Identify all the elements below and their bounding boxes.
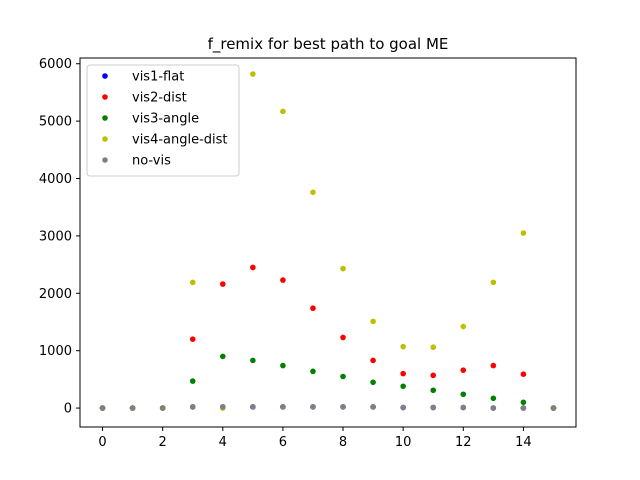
data-point	[430, 387, 437, 394]
data-point	[189, 378, 196, 384]
data-point	[189, 404, 196, 410]
legend-marker	[102, 94, 108, 100]
data-point	[280, 362, 286, 369]
x-tick-label: 12	[455, 435, 472, 450]
data-point	[219, 404, 226, 410]
data-point	[99, 405, 106, 411]
data-point	[219, 281, 226, 287]
series-no-vis	[99, 404, 557, 411]
x-tick-label: 10	[395, 435, 412, 450]
data-point	[430, 372, 437, 379]
chart-title: f_remix for best path to goal ME	[208, 35, 449, 54]
data-point	[490, 405, 497, 411]
legend-marker	[102, 115, 108, 121]
legend-marker	[102, 136, 108, 142]
data-point	[250, 264, 256, 271]
legend-box	[86, 64, 240, 177]
data-point	[400, 370, 406, 377]
legend-marker	[102, 73, 108, 79]
data-point	[280, 108, 286, 115]
data-point	[460, 367, 467, 373]
legend-label: vis1-flat	[132, 70, 184, 85]
data-point	[370, 357, 376, 364]
data-point	[250, 357, 256, 364]
y-tick-label: 5000	[39, 115, 72, 130]
data-point	[310, 368, 316, 375]
data-point	[550, 405, 557, 411]
data-point	[490, 279, 497, 286]
data-point	[520, 230, 527, 236]
legend-label: vis4-angle-dist	[132, 133, 228, 148]
data-point	[370, 404, 376, 410]
data-point	[460, 404, 467, 411]
data-point	[430, 344, 437, 351]
data-point	[400, 383, 406, 390]
data-point	[310, 305, 316, 312]
x-tick-label: 2	[159, 435, 167, 450]
data-point	[460, 391, 467, 398]
data-point	[129, 405, 136, 411]
data-point	[219, 353, 226, 360]
legend-marker	[102, 157, 108, 163]
legend-label: no-vis	[132, 154, 171, 169]
data-point	[189, 336, 196, 342]
y-tick-label: 4000	[39, 172, 72, 187]
data-point	[340, 373, 346, 380]
data-point	[189, 279, 196, 286]
data-point	[310, 404, 316, 410]
plot-layer: 0 2 4 6 8 10 12 14 0 1000 2000 3000 4000 5000 6000 vis1…	[39, 57, 577, 450]
axes-frame	[79, 57, 577, 428]
y-tick-label: 3000	[39, 229, 72, 244]
data-point	[250, 71, 256, 77]
data-point	[250, 404, 256, 410]
x-tick-label: 0	[98, 435, 106, 450]
data-point	[340, 334, 346, 341]
x-tick-label: 14	[515, 435, 532, 450]
data-point	[400, 404, 406, 411]
data-point	[280, 277, 286, 283]
y-tick-label: 6000	[39, 57, 72, 72]
y-tick-label: 1000	[39, 344, 72, 359]
data-point	[280, 404, 286, 410]
data-point	[520, 371, 527, 378]
data-point	[460, 323, 467, 330]
y-tick-label: 2000	[39, 287, 72, 302]
legend: vis1-flat vis2-dist vis3-angle vis4-angle-d…	[86, 64, 240, 177]
data-point	[370, 379, 376, 386]
x-tick-label: 8	[339, 435, 347, 450]
data-point	[310, 189, 316, 196]
x-tick-label: 4	[219, 435, 227, 450]
data-point	[370, 318, 376, 325]
data-point	[490, 395, 497, 402]
data-point	[520, 405, 527, 411]
data-point	[159, 405, 166, 411]
x-tick-label: 6	[279, 435, 287, 450]
data-point	[430, 404, 437, 411]
data-point	[520, 399, 527, 406]
data-point	[340, 265, 346, 272]
data-point	[490, 362, 497, 369]
legend-label: vis3-angle	[132, 112, 199, 127]
y-tick-label: 0	[64, 402, 72, 417]
legend-label: vis2-dist	[132, 91, 187, 106]
data-point	[400, 343, 406, 350]
data-point	[340, 404, 346, 410]
